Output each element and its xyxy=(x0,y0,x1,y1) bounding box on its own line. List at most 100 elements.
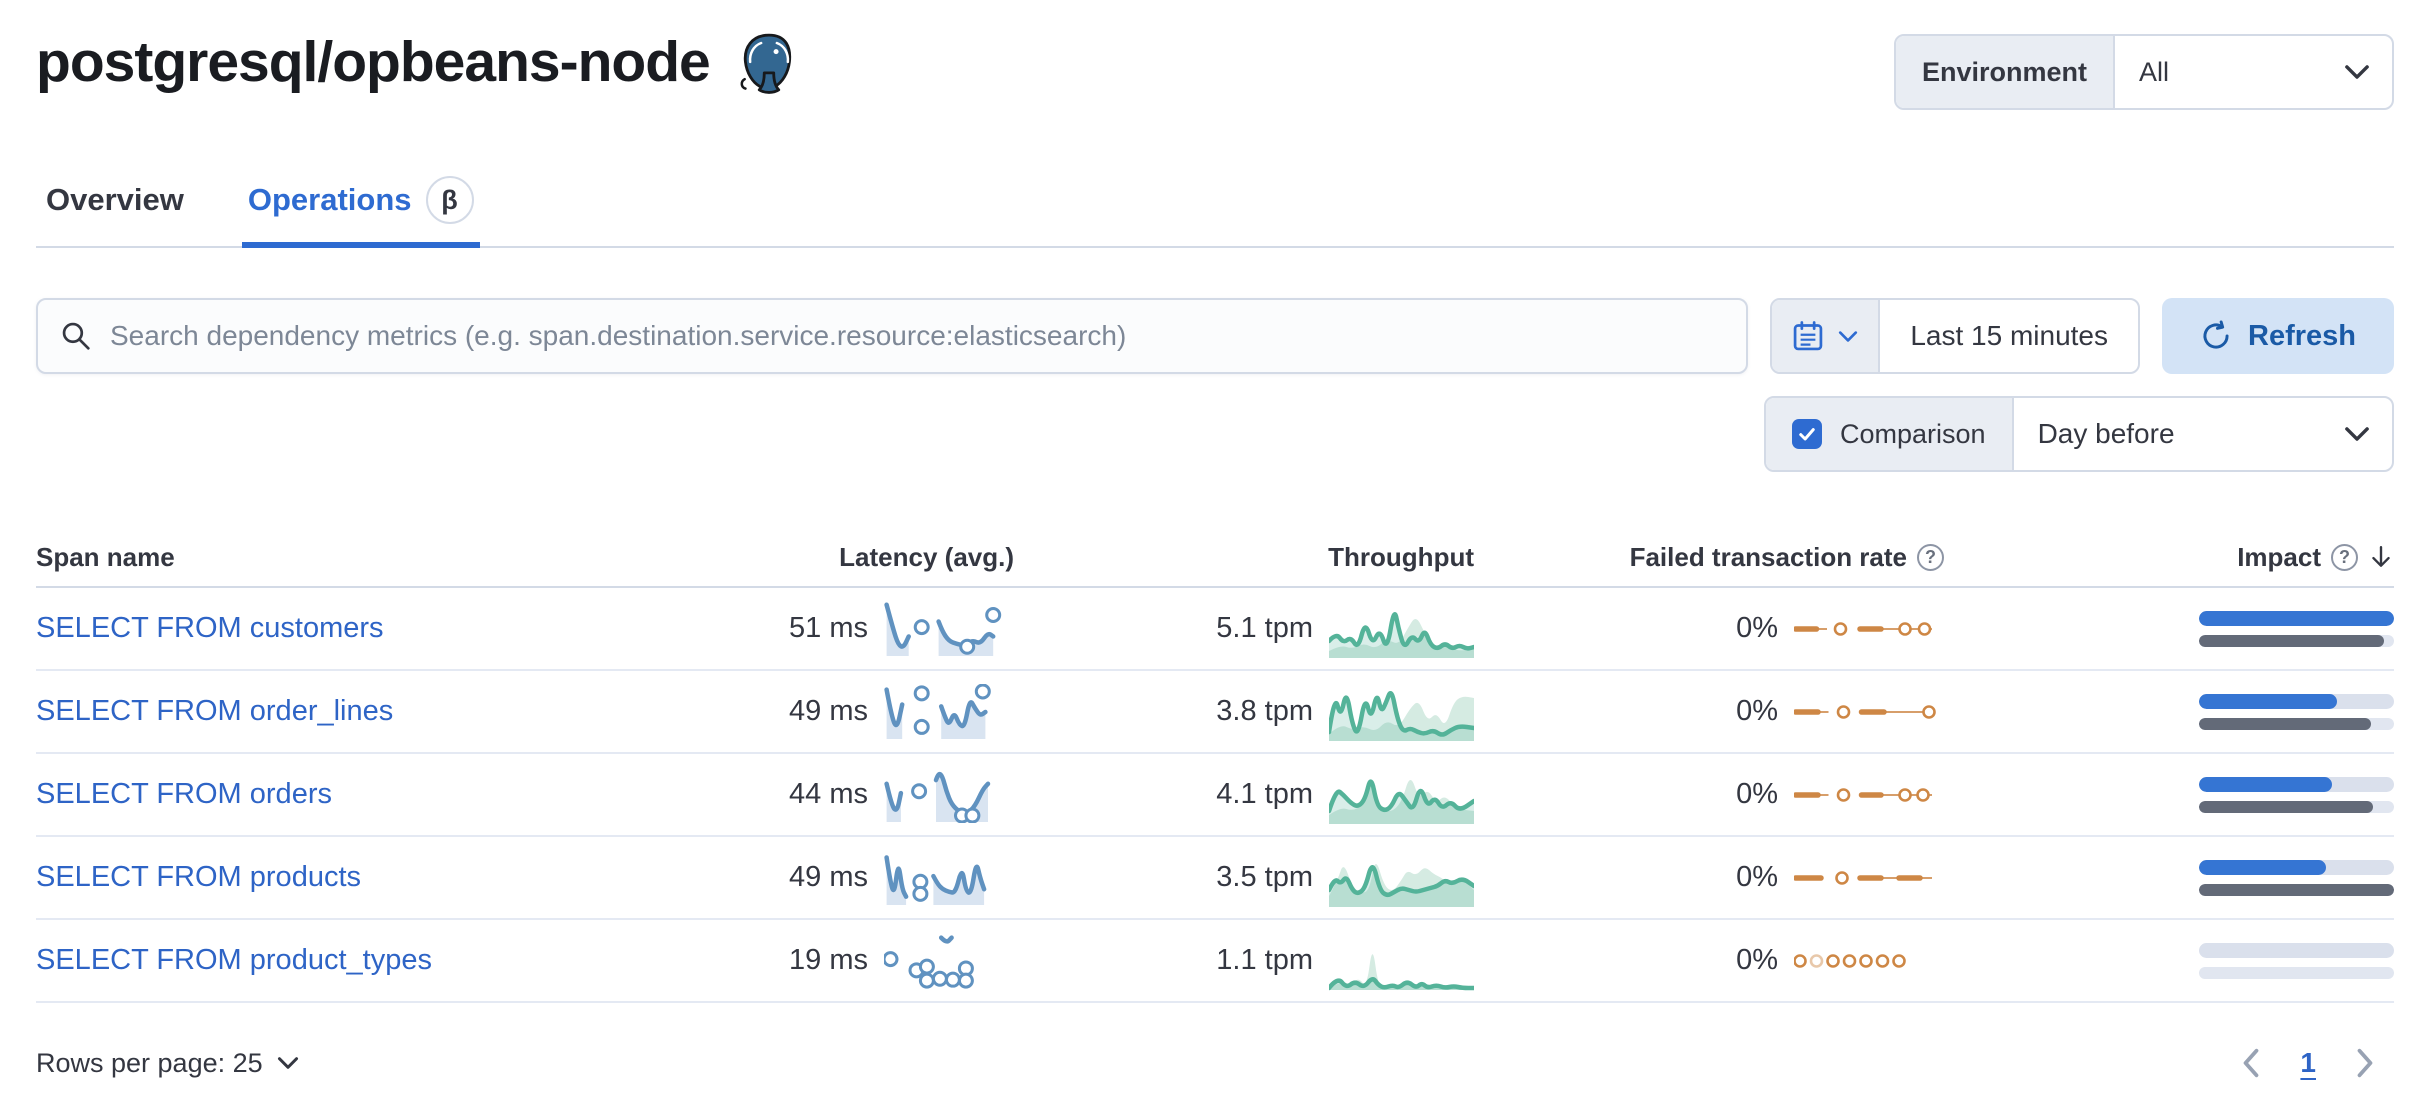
impact-cell xyxy=(1944,942,2394,979)
throughput-value: 3.5 tpm xyxy=(1216,861,1313,893)
sort-descending-icon xyxy=(2372,546,2390,567)
search-box xyxy=(36,298,1749,374)
failed-rate-sparkline xyxy=(1794,787,1932,802)
column-header-latency: Latency (avg.) xyxy=(839,541,1014,572)
table-row: SELECT FROM product_types 19 ms 1.1 tpm … xyxy=(36,920,2394,1003)
impact-cell xyxy=(1944,776,2394,813)
column-header-impact[interactable]: Impact ? xyxy=(1944,542,2394,573)
checkmark-icon xyxy=(1799,428,1815,441)
latency-cell: 19 ms xyxy=(594,933,1014,989)
throughput-cell: 1.1 tpm xyxy=(1014,931,1474,991)
span-name-link[interactable]: SELECT FROM product_types xyxy=(36,944,432,976)
span-name-link[interactable]: SELECT FROM order_lines xyxy=(36,695,394,727)
impact-bar-previous xyxy=(2199,717,2394,730)
tab-overview[interactable]: Overview xyxy=(46,182,184,217)
refresh-button[interactable]: Refresh xyxy=(2162,298,2394,374)
date-picker-toggle[interactable] xyxy=(1772,300,1881,372)
latency-sparkline xyxy=(884,934,974,989)
throughput-value: 5.1 tpm xyxy=(1216,612,1313,644)
column-header-span-name: Span name xyxy=(36,541,175,572)
table-header: Span name Latency (avg.) Throughput Fail… xyxy=(36,528,2394,588)
throughput-cell: 3.8 tpm xyxy=(1014,682,1474,742)
impact-cell xyxy=(1944,610,2394,647)
throughput-sparkline xyxy=(1329,863,1474,907)
comparison-label: Comparison xyxy=(1840,418,1986,449)
table-body: SELECT FROM customers 51 ms 5.1 tpm 0% xyxy=(36,588,2394,1003)
throughput-value: 1.1 tpm xyxy=(1216,944,1313,976)
latency-cell: 49 ms xyxy=(594,683,1014,740)
help-icon[interactable]: ? xyxy=(1917,543,1944,571)
rows-per-page-button[interactable]: Rows per page: 25 xyxy=(36,1048,299,1079)
beta-badge: β xyxy=(425,176,474,224)
failed-rate-value: 0% xyxy=(1736,695,1778,727)
next-page-icon[interactable] xyxy=(2354,1048,2376,1078)
latency-sparkline xyxy=(884,601,1002,656)
throughput-value: 4.1 tpm xyxy=(1216,778,1313,810)
impact-bar-current xyxy=(2199,859,2394,875)
latency-sparkline xyxy=(884,683,991,739)
span-name-link[interactable]: SELECT FROM orders xyxy=(36,778,332,810)
failed-rate-sparkline xyxy=(1794,953,1906,968)
impact-bar-current xyxy=(2199,776,2394,792)
search-input[interactable] xyxy=(110,320,1725,352)
table-row: SELECT FROM orders 44 ms 4.1 tpm 0% xyxy=(36,754,2394,837)
chevron-down-icon xyxy=(1839,330,1858,342)
environment-filter[interactable]: Environment All xyxy=(1894,34,2394,110)
chevron-down-icon xyxy=(2345,65,2369,79)
table-row: SELECT FROM customers 51 ms 5.1 tpm 0% xyxy=(36,588,2394,671)
latency-value: 44 ms xyxy=(789,778,868,810)
impact-cell xyxy=(1944,859,2394,896)
column-header-failed-rate: Failed transaction rate ? xyxy=(1474,542,1944,573)
throughput-sparkline xyxy=(1329,953,1474,990)
help-icon[interactable]: ? xyxy=(2331,543,2358,571)
header: postgresql/opbeans-node Environment All xyxy=(36,0,2394,110)
impact-bar-previous xyxy=(2199,800,2394,813)
span-name-link[interactable]: SELECT FROM products xyxy=(36,861,362,893)
environment-filter-value: All xyxy=(2139,56,2170,87)
tab-bar: Overview Operations β xyxy=(36,166,2394,248)
pagination: 1 xyxy=(2240,1047,2376,1079)
throughput-sparkline xyxy=(1329,611,1474,658)
impact-bar-previous xyxy=(2199,883,2394,896)
failed-rate-sparkline xyxy=(1794,870,1932,885)
search-icon xyxy=(62,322,90,350)
throughput-cell: 5.1 tpm xyxy=(1014,599,1474,659)
controls-row: Last 15 minutes Refresh xyxy=(36,298,2394,374)
chevron-down-icon xyxy=(2345,427,2369,441)
page-number[interactable]: 1 xyxy=(2300,1047,2316,1078)
impact-bar-current xyxy=(2199,693,2394,709)
chevron-down-icon xyxy=(277,1057,298,1069)
comparison-row: Comparison Day before xyxy=(36,396,2394,472)
comparison-checkbox[interactable] xyxy=(1792,419,1822,449)
throughput-value: 3.8 tpm xyxy=(1216,695,1313,727)
failed-rate-sparkline xyxy=(1794,704,1936,719)
table-footer: Rows per page: 25 1 xyxy=(36,1047,2394,1079)
latency-cell: 44 ms xyxy=(594,767,1014,823)
latency-value: 51 ms xyxy=(789,612,868,644)
impact-bar-current xyxy=(2199,610,2394,626)
span-name-link[interactable]: SELECT FROM customers xyxy=(36,612,384,644)
latency-sparkline xyxy=(884,854,987,905)
latency-value: 49 ms xyxy=(789,861,868,893)
calendar-icon xyxy=(1794,321,1823,351)
time-range-picker[interactable]: Last 15 minutes xyxy=(1770,298,2140,374)
latency-value: 19 ms xyxy=(789,944,868,976)
time-range-value[interactable]: Last 15 minutes xyxy=(1910,320,2108,351)
comparison-control: Comparison Day before xyxy=(1764,396,2394,472)
previous-page-icon[interactable] xyxy=(2240,1048,2262,1078)
throughput-cell: 4.1 tpm xyxy=(1014,765,1474,825)
tab-operations[interactable]: Operations β xyxy=(241,166,480,248)
failed-rate-cell: 0% xyxy=(1474,612,1944,646)
failed-rate-value: 0% xyxy=(1736,778,1778,810)
impact-bar-current xyxy=(2199,942,2394,958)
throughput-cell: 3.5 tpm xyxy=(1014,848,1474,908)
latency-sparkline xyxy=(884,771,991,823)
refresh-icon xyxy=(2203,320,2229,349)
comparison-select[interactable]: Day before xyxy=(2037,418,2175,449)
impact-cell xyxy=(1944,693,2394,730)
comparison-checkbox-group[interactable]: Comparison xyxy=(1766,398,2014,470)
throughput-sparkline xyxy=(1329,779,1474,824)
failed-rate-cell: 0% xyxy=(1474,944,1944,978)
environment-filter-label: Environment xyxy=(1896,36,2116,108)
